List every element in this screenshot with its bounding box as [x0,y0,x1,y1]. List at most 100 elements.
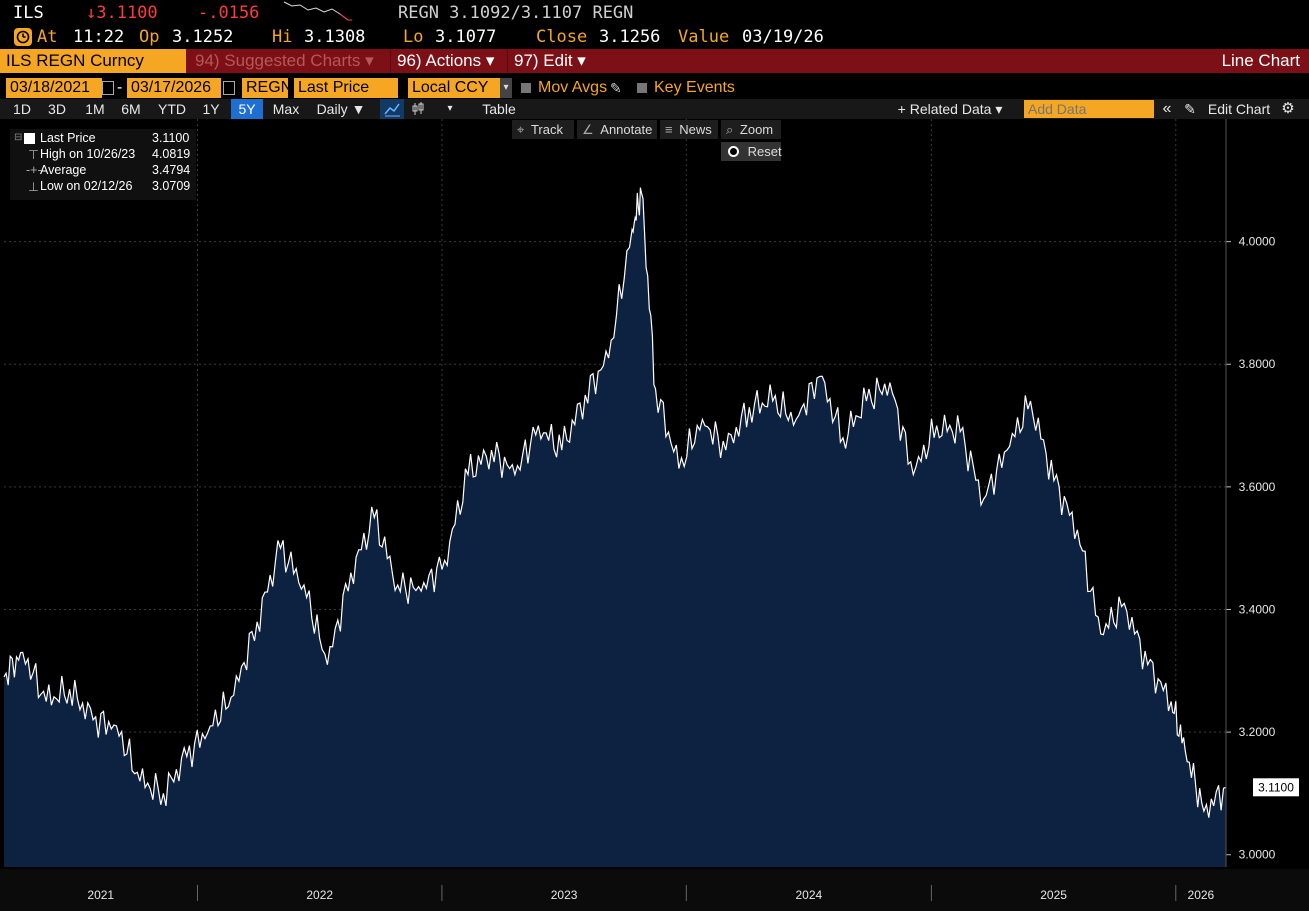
chart-legend: Last Price 3.1100 ⊟ ⊤ High on 10/26/23 4… [10,129,196,200]
x-tick-label: 2022 [306,888,333,902]
gear-icon[interactable]: ⚙ [1281,100,1295,117]
high-label: Hi [272,27,293,47]
legend-high-value: 4.0819 [152,147,191,161]
date-separator: - [117,79,123,96]
suggested-charts-menu[interactable]: 94) Suggested Charts ▾ [195,51,374,70]
magnifier-icon: ⌕ [726,122,734,137]
end-date-field[interactable]: 03/17/2026 [127,78,221,98]
key-events-label: Key Events [654,79,735,96]
price-change: -.0156 [198,3,260,23]
mov-avgs-label: Mov Avgs [538,79,608,96]
related-data-menu[interactable]: + Related Data ▾ [897,101,1003,117]
x-tick-label: 2021 [87,888,114,902]
news-label: News [679,122,712,137]
alert-icon[interactable] [14,28,32,46]
close-value: 3.1256 [599,27,661,47]
legend-low-value: 3.0709 [152,179,191,193]
calendar-icon[interactable] [223,81,235,95]
reset-label: Reset [747,144,782,159]
annotate-icon: ∠ [582,122,594,137]
edit-chart-button[interactable]: Edit Chart [1207,101,1271,117]
y-tick-label: 3.0000 [1239,848,1276,862]
period-1d[interactable]: 1D [13,101,31,117]
frequency-select[interactable]: Daily ▼ [316,101,366,117]
open-value: 3.1252 [172,27,234,47]
source-field[interactable]: REGN [242,78,292,98]
average-marker-icon: -+- [26,163,42,177]
price-chart[interactable]: 3.0000 3.2000 3.4000 3.6000 3.8000 4.0000 3.11… [0,119,1309,911]
annotate-label: Annotate [600,122,653,137]
candlestick-icon[interactable] [406,99,430,119]
last-price-tag-label: 3.1100 [1258,780,1294,794]
start-date-field[interactable]: 03/18/2021 [6,78,102,98]
chevron-down-icon[interactable]: ▾ [447,103,453,114]
period-3d[interactable]: 3D [48,101,66,117]
price-line [3,187,1227,818]
reset-button[interactable]: Reset [721,142,782,161]
pencil-icon[interactable]: ✎ [1184,101,1196,117]
edit-menu[interactable]: 97) Edit ▾ [507,49,595,73]
low-marker-icon: ⊥ [28,180,39,194]
mov-avgs-checkbox[interactable] [521,83,531,93]
reset-icon [728,146,739,157]
track-button[interactable]: ⌖ Track [512,120,574,139]
zoom-label: Zoom [739,122,774,137]
key-events-checkbox[interactable] [637,83,647,93]
actions-menu[interactable]: 96) Actions ▾ [390,49,504,73]
news-icon: ≡ [665,122,673,137]
y-tick-label: 3.2000 [1239,725,1276,739]
open-label: Op [139,27,160,47]
legend-collapse-icon[interactable]: ⊟ [14,132,23,143]
annotate-button[interactable]: ∠ Annotate [577,120,657,139]
close-label: Close [536,27,588,47]
menu-bar: ILS REGN Curncy 94) Suggested Charts ▾ 9… [0,49,1309,73]
high-marker-icon: ⊤ [28,148,39,162]
chevron-down-icon[interactable]: ▾ [500,78,512,98]
value-date: 03/19/26 [742,27,824,47]
calendar-icon[interactable] [102,81,114,95]
quote-header: ILS ↓3.1100 -.0156 REGN 3.1092/3.1107 RE… [0,0,1309,26]
x-tick-label: 2023 [551,888,578,902]
legend-average-value: 3.4794 [152,163,191,177]
last-price-tag [1253,778,1299,797]
quote-time: 11:22 [73,27,125,47]
y-tick-label: 3.6000 [1239,480,1276,494]
period-6m[interactable]: 6M [121,101,141,117]
chart-type-title: Line Chart [1221,51,1300,70]
x-tick-label: 2026 [1188,888,1215,902]
period-1m[interactable]: 1M [85,101,105,117]
price-area [4,187,1226,868]
legend-last-label: Last Price [40,131,96,145]
y-tick-label: 4.0000 [1239,235,1276,249]
period-ytd[interactable]: YTD [158,101,186,117]
add-data-input[interactable] [1024,100,1154,118]
sparkline-icon [283,1,352,21]
zoom-button[interactable]: ⌕ Zoom [721,120,781,139]
quote-details: At 11:22 Op 3.1252 Hi 3.1308 Lo 3.1077 C… [0,26,1309,48]
security-field[interactable]: ILS REGN Curncy [0,49,186,73]
period-1y[interactable]: 1Y [202,101,220,117]
news-button[interactable]: ≡ News [660,120,718,139]
y-tick-label: 3.4000 [1239,602,1276,616]
legend-high-label: High on 10/26/23 [40,147,136,161]
currency-select[interactable]: Local CCY [408,78,500,98]
period-5y[interactable]: 5Y [231,99,263,119]
track-label: Track [530,122,563,137]
price-field-select[interactable]: Last Price [294,78,398,98]
legend-average-label: Average [40,163,87,177]
legend-last-value: 3.1100 [152,131,190,145]
value-label: Value [678,27,730,47]
legend-low-label: Low on 02/12/26 [40,179,133,193]
x-tick-label: 2025 [1040,888,1067,902]
collapse-icon[interactable]: « [1162,100,1172,117]
last-price: ↓3.1100 [86,3,158,23]
x-axis-band [0,869,1309,911]
line-chart-icon[interactable] [380,99,404,119]
pencil-icon[interactable]: ✎ [610,80,622,96]
y-tick-label: 3.8000 [1239,357,1276,371]
table-button[interactable]: Table [482,101,516,117]
at-label: At [37,27,58,47]
period-max[interactable]: Max [272,101,300,117]
chart-parameters: 03/18/2021 - 03/17/2026 REGN Last Price … [0,78,1309,100]
low-value: 3.1077 [435,27,497,47]
